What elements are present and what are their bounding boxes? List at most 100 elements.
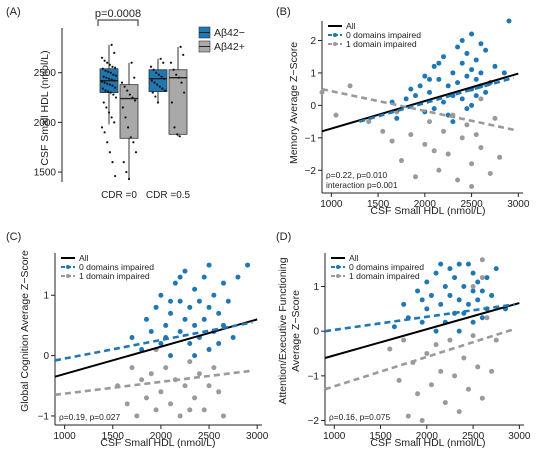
panel-a-point bbox=[107, 77, 111, 80]
panel-d-point-impaired bbox=[456, 409, 462, 415]
panel-b-point-unimpaired bbox=[464, 50, 470, 56]
panel-c-point-unimpaired bbox=[201, 274, 207, 280]
panel-a-point bbox=[125, 170, 128, 174]
panel-a-y-tick-label: 1500 bbox=[34, 168, 57, 179]
panel-a-point bbox=[178, 135, 181, 138]
panel-a-point bbox=[103, 81, 106, 84]
panel-d-point-unimpaired bbox=[401, 301, 407, 307]
panel-c: (C) CSF Small HDL (nmol/L) Global Cognit… bbox=[6, 231, 269, 449]
panel-d-point-unimpaired bbox=[470, 288, 476, 294]
panel-b-legend-label: 1 domain impaired bbox=[346, 39, 417, 49]
panel-d-point-impaired bbox=[479, 395, 485, 401]
panel-a-point bbox=[124, 116, 127, 119]
panel-d-point-impaired bbox=[479, 275, 485, 281]
panel-b-y-axis-title: Memory Average Z−Score bbox=[288, 42, 300, 164]
panel-c-point-impaired bbox=[220, 413, 226, 419]
panel-a-point bbox=[112, 93, 115, 96]
panel-a-point bbox=[104, 89, 107, 92]
panel-c-point-impaired bbox=[134, 413, 140, 419]
panel-a-point bbox=[127, 126, 130, 129]
panel-c-point-unimpaired bbox=[192, 286, 198, 292]
panel-c-point-unimpaired bbox=[168, 298, 174, 304]
panel-a-point bbox=[163, 89, 167, 92]
panel-b-point-unimpaired bbox=[478, 41, 484, 47]
panel-d-point-impaired bbox=[470, 333, 476, 339]
panel-d-point-impaired bbox=[428, 382, 434, 388]
panel-a-point bbox=[183, 91, 186, 94]
panel-a-legend-label: Aβ42+ bbox=[214, 41, 245, 53]
panel-b-point-unimpaired bbox=[469, 31, 475, 37]
panel-c-point-impaired bbox=[153, 407, 159, 413]
panel-b-point-unimpaired bbox=[417, 83, 423, 89]
panel-b-point-impaired bbox=[464, 122, 470, 128]
panel-d-point-impaired bbox=[452, 373, 458, 379]
panel-a-point bbox=[162, 61, 165, 64]
panel-b-point-unimpaired bbox=[436, 76, 442, 82]
panel-c-legend-marker bbox=[66, 274, 70, 278]
panel-d-point-unimpaired bbox=[465, 301, 471, 307]
panel-c-x-tick-label: 1500 bbox=[102, 431, 125, 442]
panel-d-point-unimpaired bbox=[452, 275, 458, 281]
panel-a-x-tick-label: CDR =0.5 bbox=[146, 190, 191, 201]
panel-a-point bbox=[130, 61, 133, 64]
panel-d-point-unimpaired bbox=[419, 319, 425, 325]
panel-a-point bbox=[111, 161, 114, 164]
panel-a-point bbox=[114, 96, 118, 99]
panel-c-point-unimpaired bbox=[201, 316, 207, 322]
panel-d-point-impaired bbox=[387, 346, 393, 352]
panel-c-point-unimpaired bbox=[163, 322, 169, 328]
panel-c-point-impaired bbox=[187, 407, 193, 413]
panel-a-point bbox=[100, 56, 104, 59]
panel-c-point-unimpaired bbox=[158, 341, 164, 347]
panel-d-point-unimpaired bbox=[456, 297, 462, 303]
panel-c-point-unimpaired bbox=[129, 334, 135, 340]
panel-d-point-impaired bbox=[433, 342, 439, 348]
panel-c-y-axis-title: Global Cognition Average Z−Score bbox=[19, 250, 31, 412]
panel-a-point bbox=[122, 161, 125, 164]
panel-c-regression-line-impaired bbox=[54, 369, 253, 397]
panel-b-point-impaired bbox=[469, 184, 475, 190]
panel-c-point-impaired bbox=[216, 389, 222, 395]
panel-a-point bbox=[112, 73, 115, 76]
panel-c-point-unimpaired bbox=[196, 298, 202, 304]
panel-a-point bbox=[114, 66, 117, 69]
panel-c-legend-marker bbox=[66, 265, 70, 269]
panel-a-point bbox=[121, 106, 124, 109]
panel-c-point-unimpaired bbox=[187, 341, 193, 347]
panel-d-point-impaired bbox=[419, 418, 425, 424]
panel-a-significance-bracket bbox=[97, 19, 139, 26]
panel-c-point-unimpaired bbox=[182, 316, 188, 322]
panel-a: (A) CSF Small HDL (nmol/L) 1500 2000 2500 C… bbox=[6, 6, 245, 201]
panel-a-point bbox=[134, 151, 138, 154]
panel-d-point-unimpaired bbox=[489, 292, 495, 298]
panel-c-legend-label: 1 domain impaired bbox=[79, 271, 150, 281]
panel-b-point-unimpaired bbox=[478, 70, 484, 76]
panel-b-point-unimpaired bbox=[427, 89, 433, 95]
panel-b-point-unimpaired bbox=[445, 83, 451, 89]
panel-d-regression-line-impaired bbox=[324, 327, 516, 391]
panel-c-point-unimpaired bbox=[143, 316, 149, 322]
panel-b-point-unimpaired bbox=[469, 102, 475, 108]
panel-a-point bbox=[103, 131, 106, 134]
panel-a-point bbox=[151, 91, 154, 94]
panel-b-point-unimpaired bbox=[506, 18, 512, 24]
panel-b-point-impaired bbox=[347, 83, 353, 89]
panel-b-regression-line-unimpaired bbox=[359, 76, 515, 123]
panel-a-point bbox=[152, 68, 155, 71]
panel-a-point bbox=[109, 71, 112, 74]
panel-b-point-unimpaired bbox=[441, 54, 447, 60]
panel-a-point bbox=[114, 174, 117, 178]
panel-b-stats-annotation: interaction p=0.001 bbox=[326, 180, 398, 190]
panel-b-point-unimpaired bbox=[464, 73, 470, 79]
panel-b-point-unimpaired bbox=[501, 70, 507, 76]
panel-a-point bbox=[104, 69, 107, 72]
panel-b-point-unimpaired bbox=[403, 96, 409, 102]
panel-b: (B) CSF Small HDL (nmol/L) Memory Averag… bbox=[276, 6, 530, 217]
panel-c-point-impaired bbox=[177, 413, 183, 419]
panel-c-point-impaired bbox=[201, 407, 207, 413]
panel-c-x-axis-title: CSF Small HDL (nmol/L) bbox=[100, 437, 215, 449]
panel-c-point-unimpaired bbox=[192, 353, 198, 359]
panel-c-point-unimpaired bbox=[153, 304, 159, 310]
panel-c-point-unimpaired bbox=[230, 334, 236, 340]
panel-c-point-unimpaired bbox=[206, 304, 212, 310]
